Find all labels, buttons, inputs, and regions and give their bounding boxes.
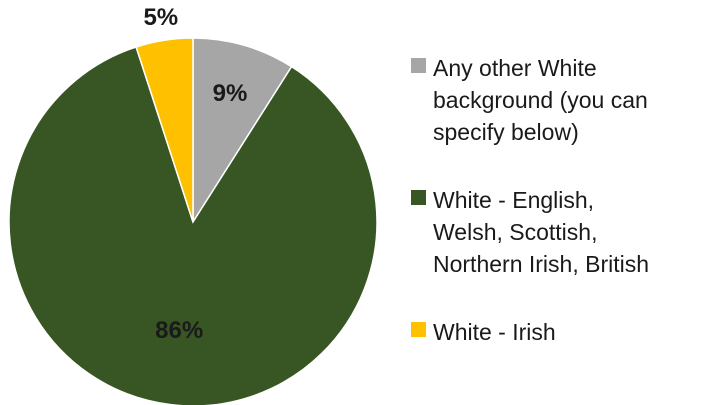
legend-label-white-irish: White - Irish xyxy=(433,319,556,345)
legend-swatch-white-british xyxy=(411,190,426,205)
data-label-other-white: 9% xyxy=(213,80,248,107)
legend-item-white-irish: White - Irish xyxy=(411,316,556,348)
legend-label-white-british: White - English, Welsh, Scottish, Northe… xyxy=(433,187,650,277)
legend-label-other-white: Any other White background (you can spec… xyxy=(433,55,648,145)
pie-slice-white-irish xyxy=(135,37,194,223)
legend-item-other-white: Any other White background (you can spec… xyxy=(411,52,648,148)
legend-swatch-other-white xyxy=(411,58,426,73)
pie-slice-other-white xyxy=(192,37,293,225)
data-label-white-irish: 5% xyxy=(143,4,178,31)
legend-swatch-white-irish xyxy=(411,322,426,337)
data-label-white-british: 86% xyxy=(155,317,203,344)
legend-item-white-british: White - English, Welsh, Scottish, Northe… xyxy=(411,184,649,280)
pie-slices xyxy=(8,37,378,405)
pie-data-labels: 9% 86% 5% xyxy=(143,4,247,344)
